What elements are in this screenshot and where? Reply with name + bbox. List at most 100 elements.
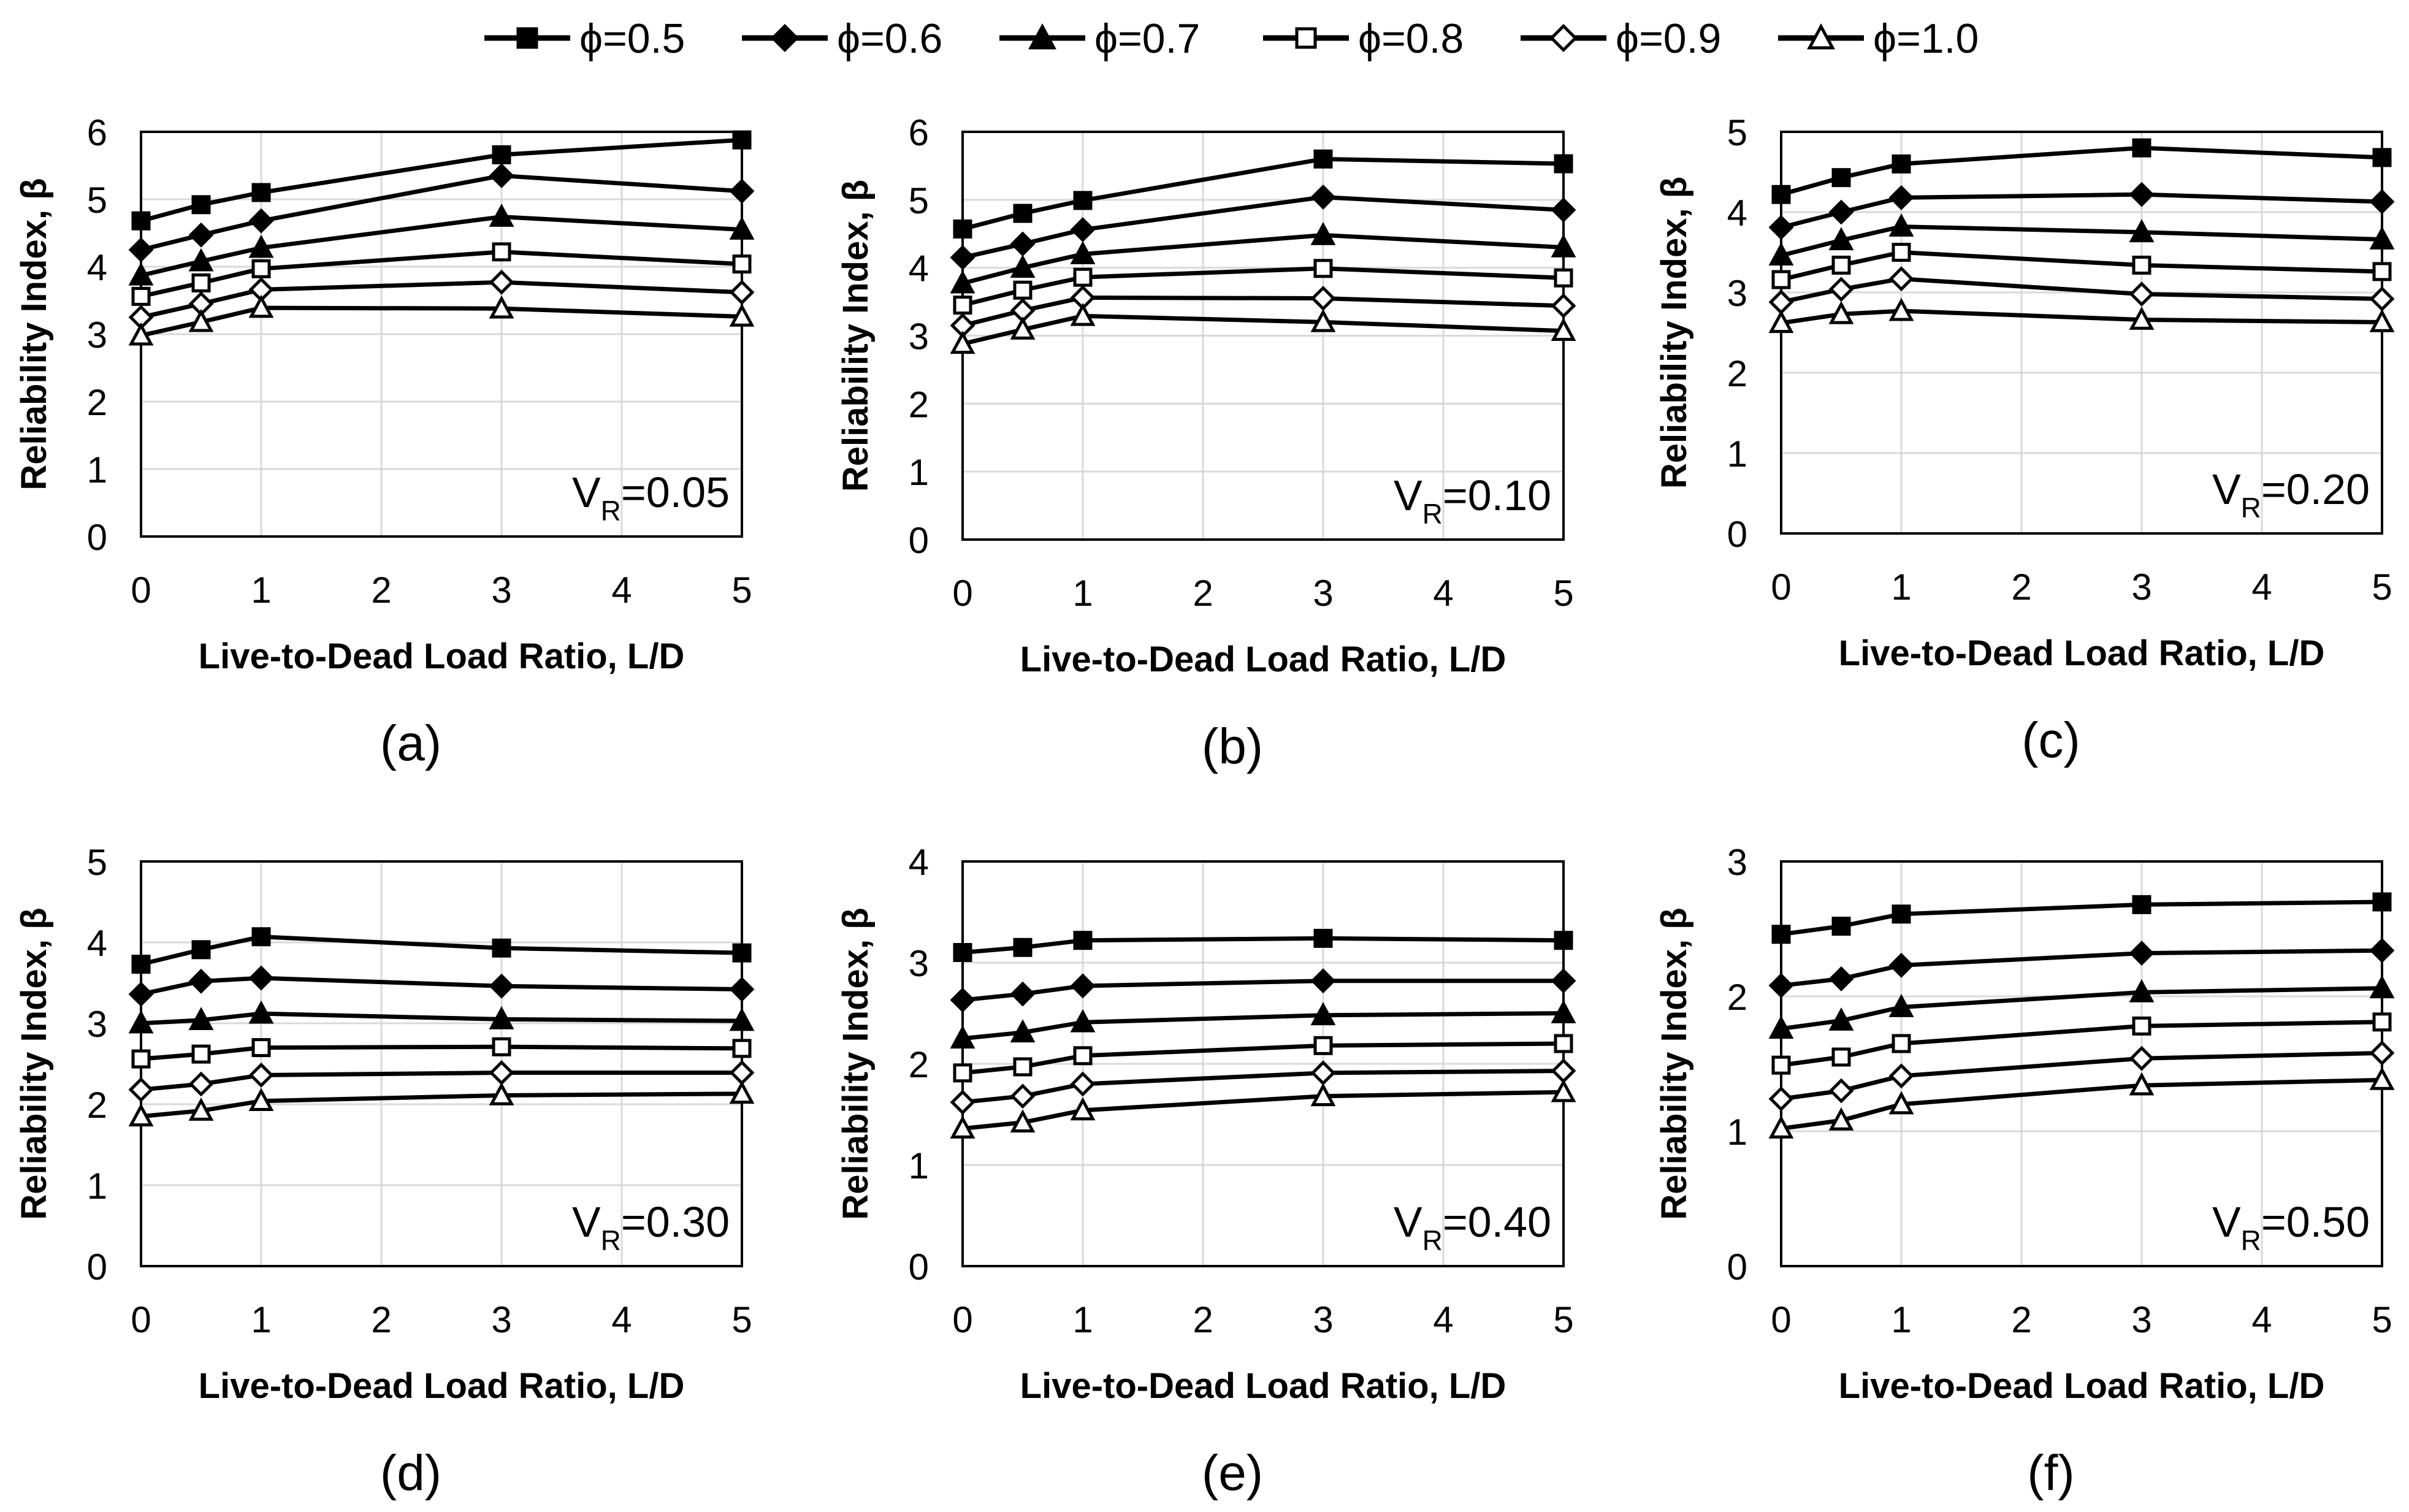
data-point xyxy=(131,955,151,974)
data-point xyxy=(1013,280,1033,300)
x-tick-label: 1 xyxy=(1891,567,1911,608)
series-1 xyxy=(131,927,752,974)
data-point xyxy=(188,1071,214,1097)
series-line xyxy=(140,1011,743,1026)
y-tick-label: 0 xyxy=(1727,514,1747,555)
series-line xyxy=(962,313,1564,346)
data-point xyxy=(1313,149,1333,169)
data-point xyxy=(489,295,514,319)
data-point xyxy=(1888,952,1914,978)
data-point xyxy=(131,1049,151,1069)
data-point xyxy=(251,183,271,202)
data-point xyxy=(2372,262,2392,281)
data-point xyxy=(2129,979,2155,1002)
data-point xyxy=(492,242,511,262)
y-tick-label: 0 xyxy=(1727,1247,1747,1288)
series-line xyxy=(1781,277,2383,305)
data-point xyxy=(188,222,214,248)
x-tick-label: 0 xyxy=(952,1299,972,1340)
vr-annotation: VR=0.50 xyxy=(2212,1198,2370,1256)
data-point xyxy=(1831,168,1851,188)
data-point xyxy=(188,1007,214,1031)
series-line xyxy=(140,137,743,223)
filled-triangle-marker xyxy=(1028,23,1056,50)
series-1 xyxy=(953,149,1573,239)
data-point xyxy=(950,330,975,354)
filled-diamond-marker xyxy=(770,23,800,53)
data-point xyxy=(2132,138,2151,158)
y-tick-label: 2 xyxy=(1727,977,1747,1018)
x-tick-label: 5 xyxy=(731,570,752,611)
data-point xyxy=(1010,981,1036,1007)
series-6 xyxy=(950,302,1576,354)
series-6 xyxy=(1768,1066,2395,1139)
legend-label: ϕ=0.5 xyxy=(579,15,685,62)
data-point xyxy=(1554,268,1573,288)
data-point xyxy=(2369,308,2395,332)
series-2 xyxy=(950,968,1576,1013)
series-line xyxy=(140,305,743,338)
data-point xyxy=(1313,928,1333,948)
data-point xyxy=(2129,307,2155,330)
data-point xyxy=(128,322,154,346)
panel-label: (f) xyxy=(2027,1445,2074,1501)
data-point xyxy=(1828,300,1854,324)
data-point xyxy=(2369,189,2395,215)
y-tick-label: 5 xyxy=(909,180,929,221)
series-6 xyxy=(128,294,755,346)
series-5 xyxy=(128,1060,755,1102)
y-tick-label: 4 xyxy=(1727,193,1747,234)
x-axis-label: Live-to-Dead Load Ratio, L/D xyxy=(1020,640,1506,679)
series-line xyxy=(962,1011,1564,1041)
legend-entry: ϕ=0.8 xyxy=(1263,15,1464,62)
data-point xyxy=(1892,243,1911,262)
x-tick-label: 0 xyxy=(952,573,972,614)
x-tick-label: 0 xyxy=(1771,1299,1791,1340)
x-tick-label: 3 xyxy=(2131,1299,2151,1340)
data-point xyxy=(729,178,755,204)
filled-square-marker xyxy=(516,27,538,49)
data-point xyxy=(188,1098,214,1121)
series-3 xyxy=(1768,213,2395,266)
data-point xyxy=(251,1038,271,1058)
data-point xyxy=(1070,1009,1096,1033)
y-tick-label: 3 xyxy=(1727,273,1747,314)
x-tick-label: 5 xyxy=(2372,1299,2392,1340)
data-point xyxy=(950,1090,975,1115)
data-point xyxy=(1768,310,1794,334)
data-point xyxy=(1768,1086,1794,1112)
data-point xyxy=(1888,297,1914,321)
data-point xyxy=(1013,937,1033,957)
data-point xyxy=(1010,254,1036,278)
data-point xyxy=(191,1044,211,1064)
open-square-marker xyxy=(1295,27,1317,49)
series-4 xyxy=(1771,1012,2392,1075)
vr-annotation: VR=0.20 xyxy=(2212,465,2370,524)
chart-panel: 0 1 2 3 4 5 0 1 2 3 4 5 Live-to-Dead Load Ratio, L/D… xyxy=(1654,112,2395,768)
data-point xyxy=(489,204,514,227)
y-tick-label: 6 xyxy=(87,112,107,153)
y-axis-label: Reliability Index, β xyxy=(836,907,876,1220)
data-point xyxy=(251,259,271,278)
series-5 xyxy=(128,269,755,330)
data-point xyxy=(1768,289,1794,315)
y-axis-label: Reliability Index, β xyxy=(1654,177,1694,489)
series-5 xyxy=(1768,1040,2395,1112)
y-tick-label: 5 xyxy=(1727,112,1747,153)
data-point xyxy=(2372,892,2392,912)
data-point xyxy=(1768,242,1794,266)
y-tick-label: 0 xyxy=(87,517,107,558)
data-point xyxy=(248,965,274,991)
data-point xyxy=(1310,1083,1336,1107)
series-line xyxy=(1781,308,2383,326)
data-point xyxy=(1551,293,1576,319)
x-tick-label: 0 xyxy=(1771,567,1791,608)
data-point xyxy=(1768,972,1794,998)
data-point xyxy=(1828,966,1854,991)
x-axis-label: Live-to-Dead Load Ratio, L/D xyxy=(1020,1366,1506,1406)
data-point xyxy=(1831,1047,1851,1067)
data-point xyxy=(2369,226,2395,250)
x-tick-label: 5 xyxy=(1553,1299,1573,1340)
data-point xyxy=(1313,1036,1333,1055)
data-point xyxy=(1892,904,1911,924)
